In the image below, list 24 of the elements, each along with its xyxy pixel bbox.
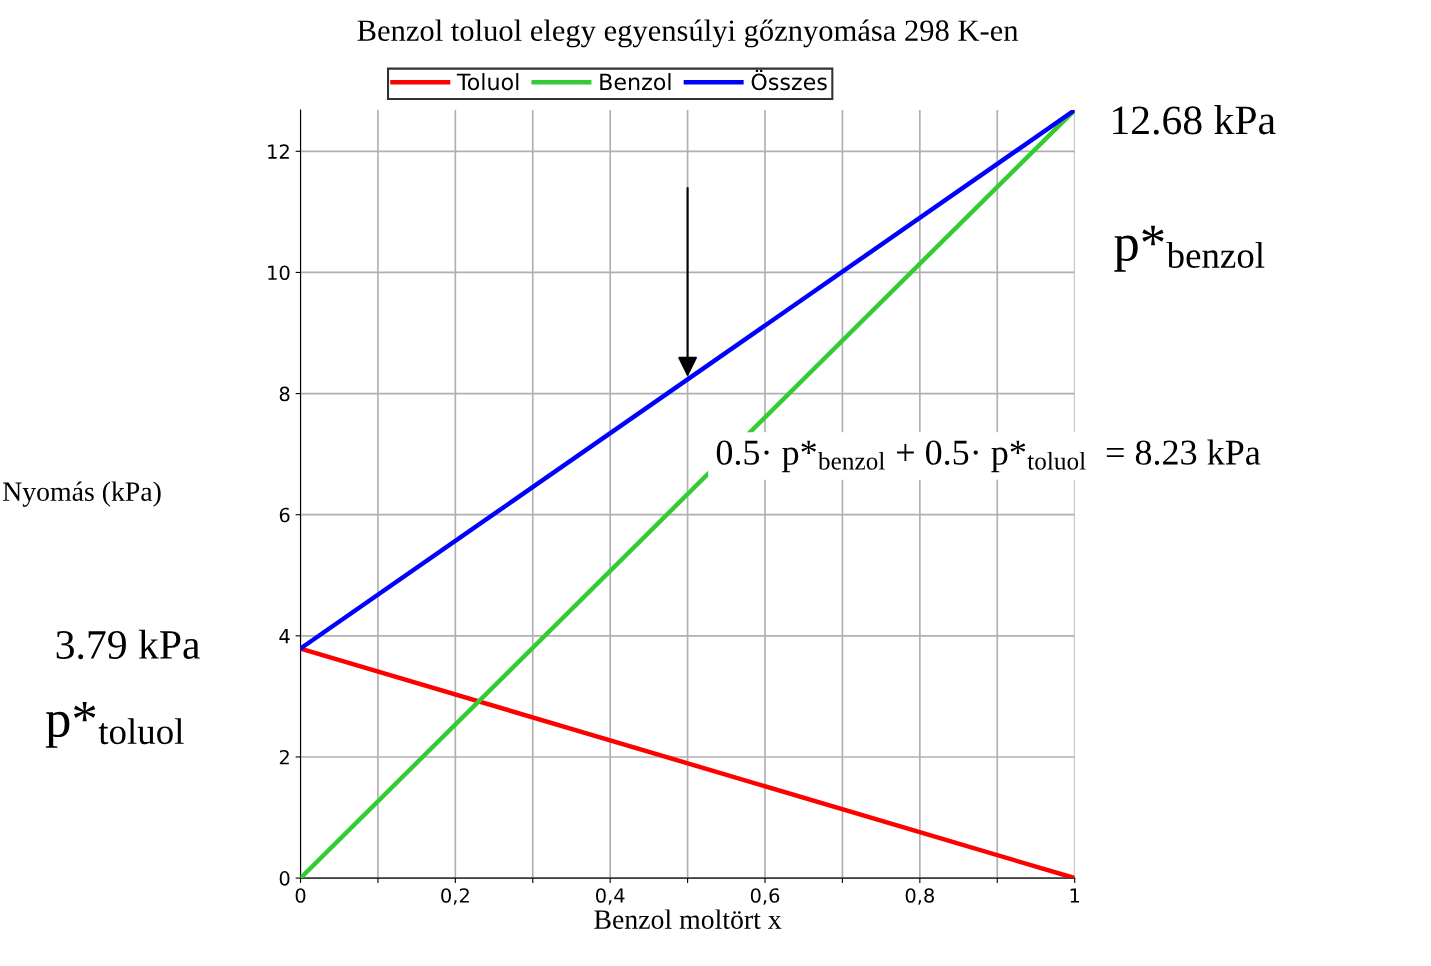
x-tick-label: 0,2 [441, 888, 469, 905]
y-tick-label: 10 [268, 265, 290, 281]
x-tick-label: 0 [295, 888, 306, 903]
legend-label: Benzol [600, 73, 671, 91]
y-tick-label: 2 [279, 749, 289, 765]
y-tick-label: 8 [279, 386, 290, 402]
annotation: 0.5· p*$_{benzol}$ + 0.5· p*$_{toluol}$ = 8.23 kPa [716, 439, 1261, 473]
chart-title: Benzol toluol elegy egyensúlyi gőznyomása 298 K-en [357, 19, 1019, 48]
y-tick-label: 6 [279, 507, 290, 523]
x-tick-label: 0,4 [596, 888, 625, 905]
x-tick-label: 0,6 [750, 888, 780, 905]
legend-label: Összes [751, 69, 827, 91]
y-axis-title: Nyomás (kPa) [2, 481, 161, 507]
legend-label: Toluol [456, 73, 519, 91]
annotation: 3.79 kPa [56, 629, 200, 660]
y-tick-label: 4 [279, 629, 290, 644]
y-tick-label: 0 [279, 871, 290, 886]
annotation: 12.68 kPa [1113, 105, 1276, 135]
text: p*$_{benzol}$ [1114, 225, 1265, 272]
x-tick-label: 1 [1070, 888, 1080, 903]
text: p*$_{toluol}$ [45, 701, 184, 748]
x-axis-title: Benzol moltört x [594, 909, 782, 929]
x-tick-label: 0,8 [905, 888, 934, 905]
y-tick-label: 12 [268, 144, 289, 159]
